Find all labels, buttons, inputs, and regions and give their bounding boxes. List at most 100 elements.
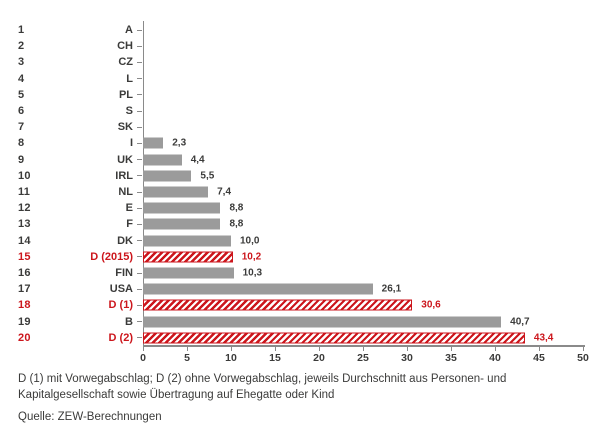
category-label: F [126,218,133,231]
x-axis-tick [406,346,408,351]
category-label: I [129,137,133,150]
value-label: 40,7 [510,316,530,328]
chart-row: 3 CZ [0,54,605,70]
chart-row: 15 D (2015) 10,2 [0,249,605,265]
rank-label: 7 [18,121,25,134]
x-axis-tick [494,346,496,351]
y-axis-tick [137,110,142,112]
chart-row: 7 SK [0,119,605,135]
value-label: 8,8 [229,202,244,214]
rank-label: 10 [18,169,31,182]
y-axis-tick [137,175,142,177]
value-label: 7,4 [217,186,232,198]
chart-row: 12 E 8,8 [0,200,605,216]
y-axis-tick [137,159,142,161]
value-label: 10,2 [241,251,262,263]
y-axis-tick [137,78,142,80]
bar [143,283,373,295]
x-axis-tick-label: 40 [489,352,501,364]
category-label: A [125,24,133,37]
y-axis-tick [137,223,142,225]
rank-label: 6 [18,105,25,118]
category-label: CZ [118,56,133,69]
x-axis-tick-label: 0 [140,352,146,364]
chart-row: 16 FIN 10,3 [0,265,605,281]
category-label: E [125,202,133,215]
category-label: S [125,105,133,118]
x-axis-tick [274,346,276,351]
rank-label: 13 [18,218,31,231]
rank-label: 19 [18,315,31,328]
chart-row: 8 I 2,3 [0,135,605,151]
chart-row: 11 NL 7,4 [0,184,605,200]
x-axis-tick [318,346,320,351]
bar [143,170,192,182]
x-axis-tick-label: 10 [225,352,237,364]
bar [143,154,182,166]
category-label: SK [117,121,133,134]
value-label: 10,0 [240,235,260,247]
value-label: 43,4 [533,332,554,344]
category-label: D (2) [108,331,133,344]
y-axis-tick [137,45,142,47]
rank-label: 11 [18,186,31,199]
x-axis-tick-label: 15 [269,352,281,364]
y-axis-tick [137,288,142,290]
rank-label: 5 [18,88,25,101]
chart-row: 19 B 40,7 [0,314,605,330]
category-label: L [126,72,133,85]
value-label: 8,8 [229,218,244,230]
value-label: 5,5 [200,170,215,182]
rank-label: 1 [18,24,25,37]
chart-row: 13 F 8,8 [0,216,605,232]
category-label: CH [117,40,133,53]
y-axis-tick [137,256,142,258]
rank-label: 12 [18,202,31,215]
y-axis-tick [137,337,142,339]
category-label: D (2015) [90,250,133,263]
value-label: 26,1 [381,283,402,295]
chart-row: 9 UK 4,4 [0,152,605,168]
highlighted-bar [143,299,413,311]
bar-chart: 1 A 2 CH 3 CZ 4 L 5 PL 6 S 7 SK 8 I 2,3 9 UK 4,4 10 IRL 5,5 11 N… [0,21,605,364]
bar [143,235,231,247]
category-label: NL [118,186,133,199]
category-label: USA [109,283,133,296]
x-axis-tick-label: 45 [533,352,545,364]
highlighted-bar [143,332,525,344]
value-label: 4,4 [190,154,205,166]
rank-label: 15 [18,250,31,263]
rank-label: 20 [18,331,31,344]
bar [143,137,164,149]
bar [143,218,221,230]
y-axis-tick [137,29,142,31]
category-label: B [125,315,133,328]
y-axis-tick [137,94,142,96]
chart-row: 17 USA 26,1 [0,281,605,297]
y-axis-tick [137,61,142,63]
value-label: 10,3 [242,267,263,279]
x-axis-tick [142,346,144,351]
rank-label: 4 [18,72,25,85]
x-axis-tick-label: 50 [577,352,589,364]
category-label: FIN [115,267,133,280]
x-axis-tick-label: 5 [184,352,190,364]
y-axis-line [142,21,144,346]
category-label: D (1) [108,299,133,312]
category-label: IRL [115,169,133,182]
highlighted-bar [143,251,233,263]
y-axis-tick [137,126,142,128]
x-axis-tick-label: 30 [401,352,413,364]
y-axis-tick [137,321,142,323]
x-axis-tick-label: 20 [313,352,325,364]
y-axis-tick [137,191,142,193]
bar [143,202,221,214]
bar [143,186,209,198]
rank-label: 2 [18,40,25,53]
rank-label: 3 [18,56,25,69]
y-axis-tick [137,240,142,242]
y-axis-tick [137,304,142,306]
